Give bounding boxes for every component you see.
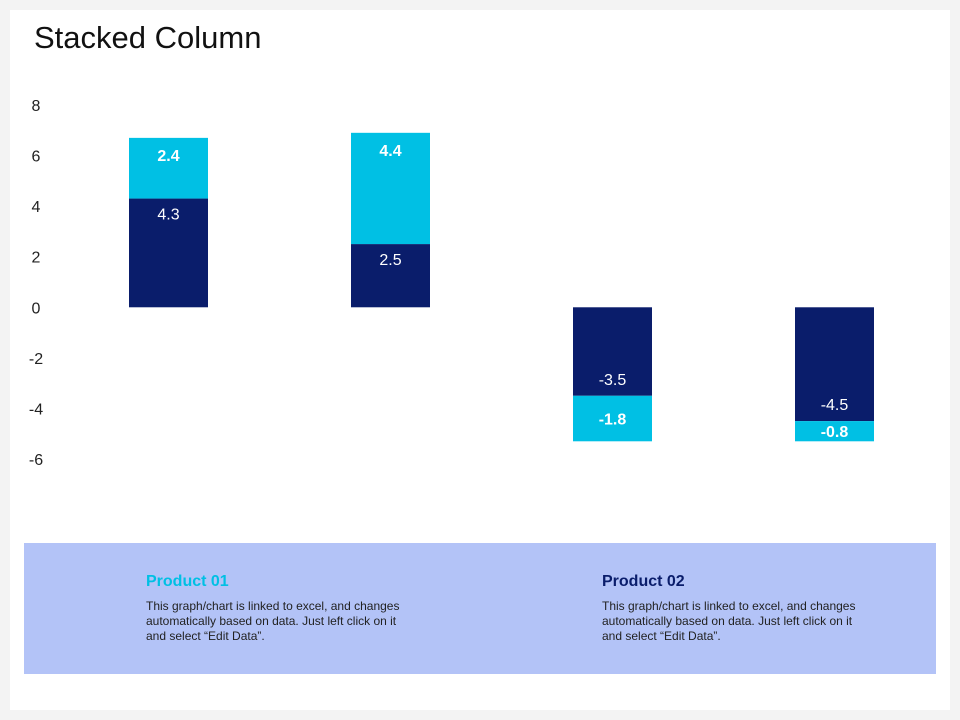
legend-product-01: Product 01 This graph/chart is linked to… <box>146 573 416 644</box>
y-tick-label: -6 <box>29 452 43 469</box>
y-tick-label: -2 <box>29 351 43 368</box>
bar-segment-product-02 <box>573 307 652 396</box>
y-tick-label: 2 <box>32 250 41 267</box>
legend-panel: Product 01 This graph/chart is linked to… <box>24 543 936 674</box>
y-tick-label: 0 <box>32 300 41 317</box>
legend-product-02: Product 02 This graph/chart is linked to… <box>602 573 872 644</box>
slide: Stacked Column 8 6 4 2 0 -2 -4 -6 4.3 2.4 2.5 4.4 -3… <box>10 10 950 710</box>
bar-segment-product-02 <box>129 198 208 308</box>
data-label: 4.4 <box>379 143 401 160</box>
chart-title: Stacked Column <box>34 20 262 55</box>
bar-segment-product-01 <box>795 421 874 442</box>
y-tick-label: 8 <box>32 98 41 115</box>
legend-product-01-name: Product 01 <box>146 573 229 590</box>
data-label: -4.5 <box>821 397 849 414</box>
legend-product-01-description: This graph/chart is linked to excel, and… <box>146 599 400 643</box>
y-tick-label: -4 <box>29 401 43 418</box>
data-label: 2.5 <box>379 252 401 269</box>
bar-segment-product-01 <box>573 395 652 442</box>
legend-product-02-description: This graph/chart is linked to excel, and… <box>602 599 856 643</box>
stacked-column-chart: 8 6 4 2 0 -2 -4 -6 4.3 2.4 2.5 4.4 -3.5 -1.8 -4.5 -0.8 <box>29 98 874 469</box>
y-tick-label: 4 <box>32 199 41 216</box>
bar-segment-product-02 <box>351 244 430 308</box>
bar-segment-product-01 <box>351 132 430 245</box>
legend-product-02-name: Product 02 <box>602 573 685 590</box>
data-label: -1.8 <box>599 412 627 429</box>
data-label: -0.8 <box>821 424 849 441</box>
data-label: -3.5 <box>599 372 627 389</box>
y-tick-label: 6 <box>32 149 41 166</box>
bar-segment-product-02 <box>795 307 874 422</box>
bar-segment-product-01 <box>129 137 208 199</box>
data-label: 2.4 <box>157 148 179 165</box>
data-label: 4.3 <box>157 207 179 224</box>
